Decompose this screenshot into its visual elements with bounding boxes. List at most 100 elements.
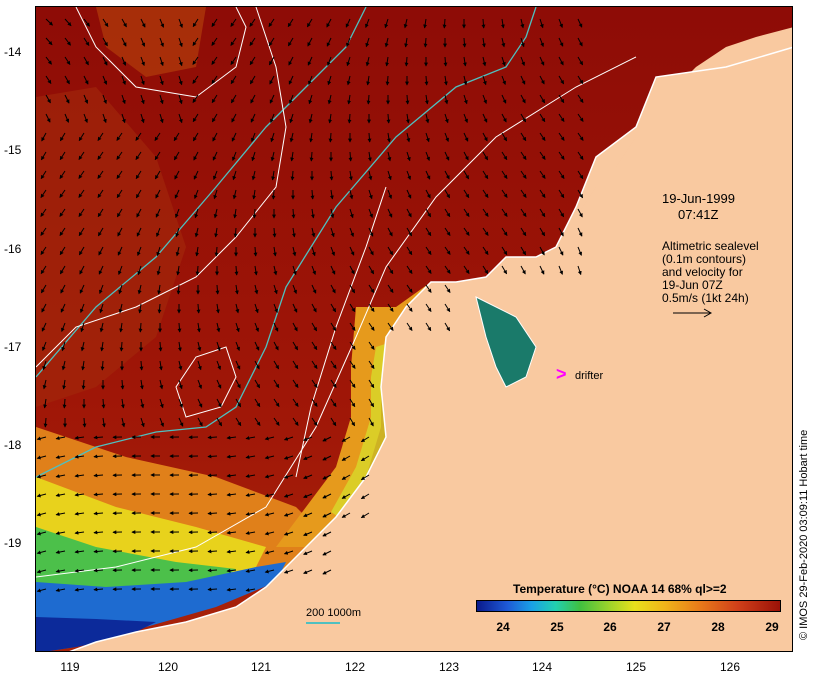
velocity-arrow: [177, 322, 182, 333]
velocity-arrow: [322, 569, 332, 575]
velocity-arrow: [93, 454, 104, 459]
velocity-arrow: [330, 246, 335, 257]
velocity-arrow: [558, 246, 564, 256]
velocity-arrow: [310, 189, 315, 200]
velocity-arrow: [138, 303, 143, 314]
velocity-arrow: [211, 94, 218, 104]
velocity-arrow: [101, 398, 106, 409]
velocity-arrow: [330, 417, 337, 427]
velocity-arrow: [137, 284, 142, 295]
velocity-arrow: [61, 322, 66, 333]
velocity-arrow: [55, 512, 66, 517]
velocity-arrow: [404, 37, 409, 48]
velocity-arrow: [292, 265, 297, 276]
velocity-arrow: [482, 208, 489, 217]
colorbar-title: Temperature (°C) NOAA 14 68% ql>=2: [513, 582, 727, 596]
velocity-arrow: [98, 246, 104, 256]
velocity-arrow: [283, 436, 294, 441]
velocity-arrow: [176, 265, 181, 276]
velocity-arrow: [78, 227, 85, 237]
velocity-arrow: [155, 189, 161, 199]
velocity-arrow: [577, 113, 584, 122]
velocity-arrow: [349, 303, 356, 313]
cool-patch-west: [36, 87, 186, 407]
velocity-arrow: [330, 341, 337, 351]
velocity-arrow: [116, 189, 123, 199]
velocity-arrow: [558, 18, 563, 29]
velocity-arrow: [41, 132, 47, 142]
velocity-arrow: [264, 474, 275, 479]
velocity-arrow: [254, 322, 259, 333]
velocity-arrow: [99, 303, 104, 314]
velocity-arrow: [213, 170, 218, 181]
velocity-arrow: [216, 360, 221, 371]
velocity-arrow: [249, 75, 256, 85]
velocity-arrow: [226, 587, 237, 592]
velocity-arrow: [154, 170, 161, 180]
velocity-arrow: [330, 398, 337, 408]
velocity-arrow: [292, 303, 298, 313]
velocity-arrow: [245, 455, 256, 459]
velocity-arrow: [303, 550, 313, 555]
velocity-arrow: [520, 170, 527, 179]
velocity-arrow: [368, 208, 373, 219]
velocity-arrow: [102, 56, 108, 66]
velocity-arrow: [310, 208, 315, 219]
velocity-arrow: [539, 170, 546, 179]
velocity-arrow: [463, 94, 468, 105]
velocity-arrow: [81, 360, 86, 371]
velocity-arrow: [558, 75, 565, 85]
velocity-arrow: [273, 398, 280, 408]
velocity-arrow: [270, 113, 275, 124]
velocity-arrow: [311, 398, 318, 407]
velocity-arrow: [211, 18, 218, 28]
velocity-arrow: [577, 227, 583, 237]
velocity-arrow: [64, 75, 70, 85]
velocity-arrow: [118, 265, 123, 276]
velocity-arrow: [365, 37, 370, 48]
lat-tick-label: -18: [4, 438, 22, 452]
velocity-arrow: [327, 56, 332, 67]
velocity-arrow: [577, 246, 582, 256]
velocity-arrow: [283, 512, 294, 517]
velocity-arrow: [140, 417, 145, 428]
velocity-arrow: [577, 132, 584, 141]
velocity-arrow: [159, 75, 164, 86]
velocity-arrow: [558, 56, 564, 66]
velocity-arrow: [249, 18, 256, 27]
velocity-arrow: [216, 379, 222, 389]
velocity-arrow: [463, 170, 470, 180]
velocity-arrow: [501, 113, 507, 123]
velocity-arrow: [444, 208, 451, 218]
velocity-arrow: [539, 132, 546, 142]
velocity-arrow: [425, 246, 432, 256]
velocity-arrow: [231, 113, 237, 123]
velocity-arrow: [349, 322, 356, 332]
velocity-arrow: [251, 132, 256, 143]
velocity-arrow: [235, 303, 240, 314]
velocity-arrow: [368, 170, 373, 181]
velocity-arrow: [425, 151, 430, 162]
velocity-arrow: [306, 18, 313, 28]
velocity-arrow: [81, 379, 86, 390]
velocity-arrow: [360, 474, 370, 481]
velocity-arrow: [62, 398, 67, 409]
velocity-arrow: [207, 492, 218, 497]
velocity-arrow: [463, 113, 468, 124]
velocity-arrow: [463, 208, 470, 218]
velocity-arrow: [93, 530, 104, 535]
velocity-arrow: [520, 208, 527, 218]
velocity-arrow: [520, 227, 527, 237]
velocity-arrow: [254, 303, 259, 314]
velocity-arrow: [501, 75, 506, 86]
velocity-arrow: [178, 94, 183, 105]
velocity-arrow: [59, 227, 66, 237]
velocity-arrow: [349, 360, 356, 369]
velocity-arrow: [249, 56, 256, 66]
sealevel-line: and velocity for: [662, 265, 743, 279]
velocity-arrow: [80, 303, 85, 314]
velocity-arrow: [406, 208, 412, 218]
velocity-arrow: [40, 227, 47, 236]
velocity-arrow: [330, 379, 337, 388]
velocity-arrow: [444, 227, 451, 237]
